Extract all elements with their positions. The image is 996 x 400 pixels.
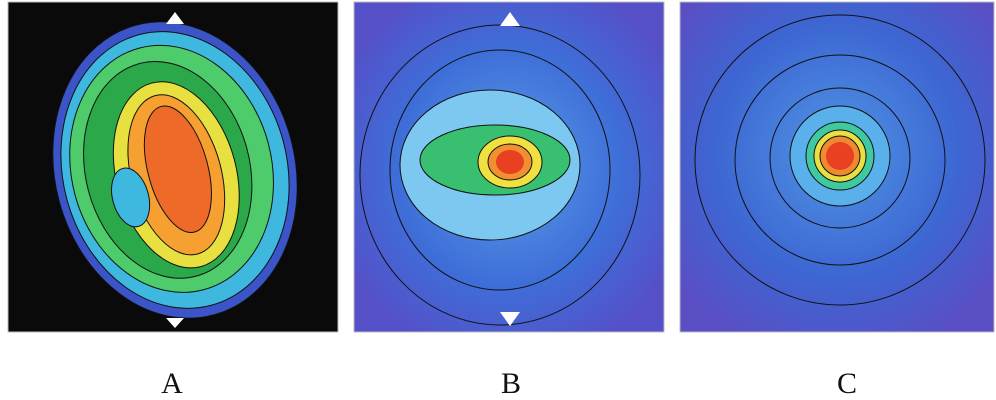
panel-a: A: [7, 1, 339, 400]
panel-c: C: [679, 1, 995, 400]
panel-label: A: [161, 367, 183, 400]
panel-b: B: [353, 1, 665, 400]
panel-label: C: [837, 367, 857, 400]
panel-label: B: [501, 367, 521, 400]
